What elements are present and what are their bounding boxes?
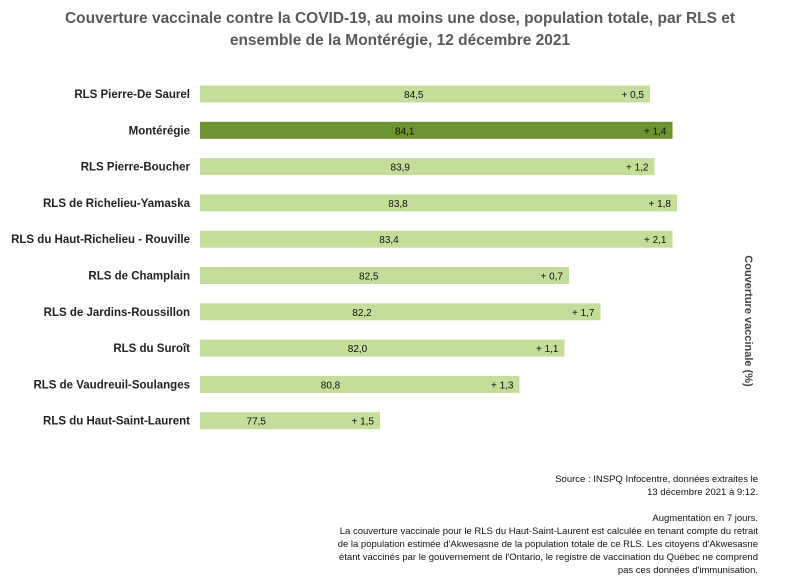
category-label: RLS de Champlain [88,271,190,283]
footnote-2: La couverture vaccinale pour le RLS du H… [339,526,758,537]
bar-increase [596,194,677,212]
bar-increase [578,230,673,248]
value-label: 77,5 [247,417,267,428]
increase-label: + 1,7 [572,308,595,319]
category-label: RLS Pierre-Boucher [81,162,191,174]
bar-coverage [200,303,524,321]
source-line-2: 13 décembre 2021 à 9:12. [647,487,758,498]
value-label: 82,2 [352,308,372,319]
value-label: 83,9 [391,163,411,174]
bar-increase [609,121,673,139]
bar-increase [312,412,380,430]
footnote-3: de la population estimée d'Akwesasne de … [337,539,758,550]
category-label: RLS du Haut-Richelieu - Rouville [11,234,190,246]
bar-increase [600,158,655,176]
footnote-4: étant vaccinés par le gouvernement de l'… [338,552,758,563]
value-label: 80,8 [321,380,341,391]
value-label: 82,5 [359,272,379,283]
bar-coverage [200,194,596,212]
increase-label: + 2,1 [644,235,667,246]
chart-title: Couverture vaccinale contre la COVID-19,… [64,10,736,49]
increase-label: + 1,4 [644,126,667,137]
bar-coverage [200,375,461,393]
value-label: 83,8 [388,199,408,210]
bar-chart: RLS Pierre-De Saurel 84,5 + 0,5 Montérégie 8… [11,85,677,430]
category-label: Montérégie [129,125,190,137]
category-label: RLS du Haut-Saint-Laurent [43,416,190,428]
value-label: 83,4 [379,235,399,246]
bar-coverage [200,121,610,139]
increase-label: + 0,5 [621,90,644,101]
bar-increase [461,375,520,393]
increase-label: + 1,3 [491,380,514,391]
category-label: RLS Pierre-De Saurel [74,89,190,101]
bar-coverage [200,230,578,248]
bar-coverage [200,158,601,176]
increase-label: + 0,7 [540,272,563,283]
source-line-1: Source : INSPQ Infocentre, données extra… [555,474,758,485]
bar-coverage [200,85,628,103]
y-axis-title: Couverture vaccinale (%) [742,255,754,387]
bar-increase [524,303,601,321]
footnotes: Augmentation en 7 jours. La couverture v… [278,512,758,577]
bar-coverage [200,267,538,284]
increase-label: + 1,8 [648,199,671,210]
value-label: 82,0 [348,344,368,355]
category-label: RLS de Jardins-Roussillon [44,307,190,319]
bar-increase [537,267,569,284]
bar-coverage [200,412,313,430]
increase-label: + 1,2 [626,163,649,174]
increase-label: + 1,5 [351,417,374,428]
bar-increase [515,339,565,357]
bar-increase [627,85,650,103]
category-label: RLS de Vaudreuil-Soulanges [33,379,190,391]
increase-label: + 1,1 [536,344,559,355]
value-label: 84,5 [404,90,424,101]
footnote-5: pas ces données d'immunisation. [617,565,758,576]
category-label: RLS de Richelieu-Yamaska [43,198,191,210]
bar-coverage [200,339,515,357]
value-label: 84,1 [395,126,415,137]
category-label: RLS du Suroît [113,343,190,355]
footnote-1: Augmentation en 7 jours. [652,513,758,524]
source-note: Source : INSPQ Infocentre, données extra… [398,473,758,499]
